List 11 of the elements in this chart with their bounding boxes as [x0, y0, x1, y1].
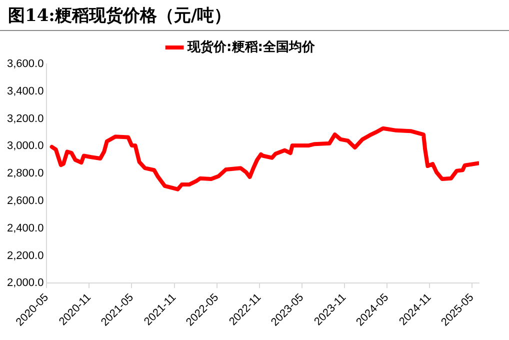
- y-tick-label: 3,600.0: [7, 58, 44, 70]
- y-tick-label: 2,200.0: [7, 250, 44, 262]
- chart-title: 图14:粳稻现货价格（元/吨）: [0, 0, 509, 31]
- y-tick-label: 2,400.0: [7, 222, 44, 234]
- y-tick-label: 2,000.0: [7, 277, 44, 290]
- y-tick-label: 3,400.0: [7, 85, 44, 98]
- y-tick-label: 2,600.0: [7, 194, 44, 207]
- legend-label: 现货价:粳稻:全国均价: [186, 38, 316, 55]
- y-tick-label: 3,000.0: [7, 140, 44, 152]
- y-tick-label: 2,800.0: [7, 168, 44, 180]
- y-tick-label: 3,200.0: [7, 112, 44, 125]
